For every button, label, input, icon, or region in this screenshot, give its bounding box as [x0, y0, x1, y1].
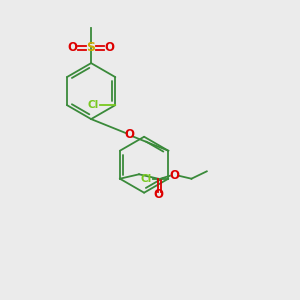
Text: O: O — [104, 41, 114, 54]
Text: Cl: Cl — [87, 100, 98, 110]
Text: O: O — [68, 41, 78, 54]
Text: O: O — [153, 188, 163, 201]
Text: Cl: Cl — [140, 174, 151, 184]
Text: S: S — [87, 41, 96, 54]
Text: O: O — [125, 128, 135, 141]
Text: O: O — [169, 169, 179, 182]
